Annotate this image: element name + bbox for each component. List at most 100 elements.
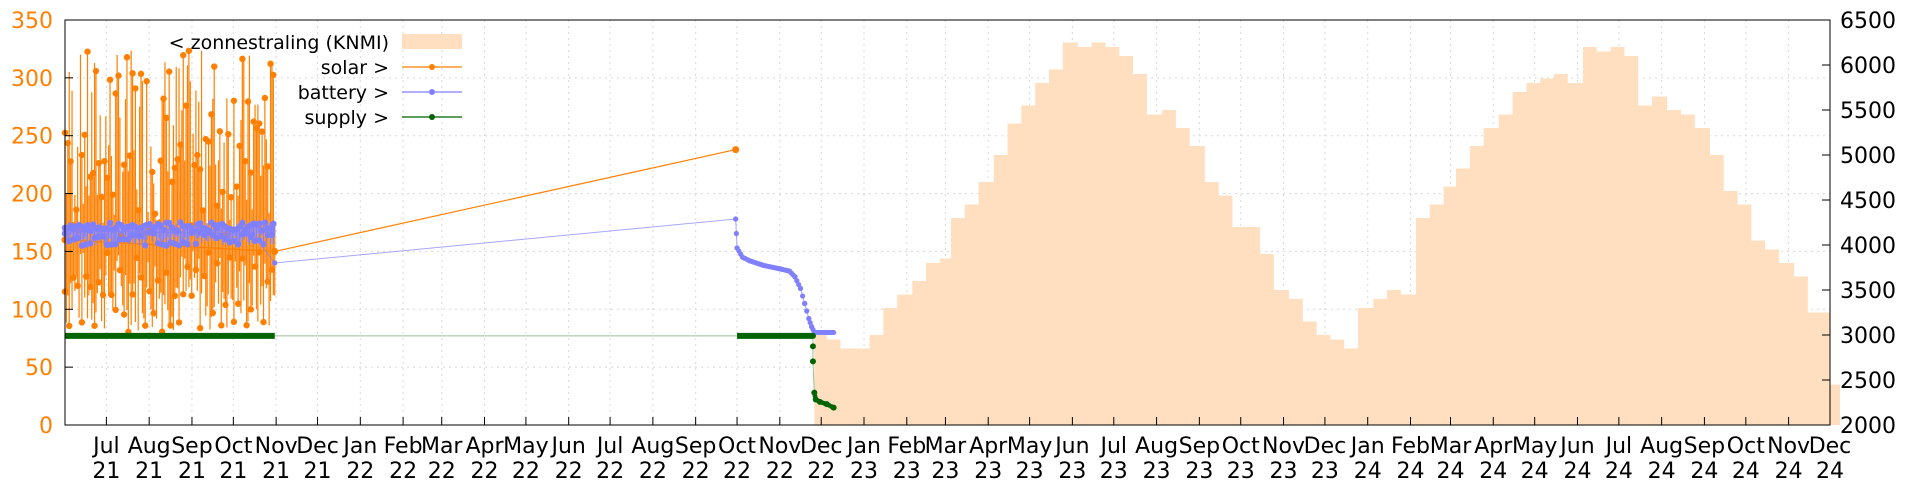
x-tick-label: Apr (465, 434, 504, 459)
solar-point (84, 48, 91, 55)
supply-point (828, 404, 834, 409)
solar-point (64, 139, 72, 147)
x-tick-label-year: 23 (1227, 459, 1255, 480)
solar-point (260, 318, 267, 326)
battery-point (272, 260, 278, 266)
solar-point (95, 278, 102, 286)
solar-point (115, 72, 122, 79)
y-axis-left: 0 50 100 150 200 250 300 350 (11, 9, 73, 439)
solar-point (243, 322, 250, 329)
solar-point (216, 128, 224, 135)
solar-point (258, 128, 266, 135)
x-tick-label: Feb (384, 434, 423, 459)
solar-point (109, 191, 117, 198)
solar-line (64, 149, 736, 253)
battery-point (84, 221, 91, 229)
x-tick-label: Nov (255, 434, 298, 459)
solar-point (247, 169, 255, 176)
solar-point (151, 210, 159, 217)
x-tick-label-year: 22 (639, 459, 667, 480)
x-tick-label: Jul (91, 434, 120, 459)
x-tick-label-year: 22 (389, 459, 417, 480)
solar-point (230, 97, 238, 104)
solar-point (233, 183, 240, 190)
x-tick-label-year: 24 (1396, 459, 1424, 480)
solar-point (78, 151, 86, 159)
x-tick-label-year: 22 (766, 459, 794, 480)
x-axis: Jul21Aug21Sep21Oct21Nov21Dec21Jan22Feb22… (91, 417, 1851, 480)
x-tick-label-year: 24 (1690, 459, 1718, 480)
x-tick-label: Mar (1430, 434, 1472, 459)
x-tick-label: Dec (1304, 434, 1347, 459)
legend-swatch-point (429, 89, 435, 95)
x-tick-label: Mar (925, 434, 967, 459)
zonnestraling-area (814, 42, 1840, 425)
y-right-tick-label: 4500 (1840, 189, 1896, 214)
battery-point (800, 293, 806, 299)
x-tick-label: Mar (421, 434, 463, 459)
x-tick-label: Aug (128, 434, 171, 459)
x-tick-label-year: 22 (682, 459, 710, 480)
solar-point (167, 322, 174, 329)
x-tick-label: Sep (171, 434, 212, 459)
y-right-tick-label: 4000 (1840, 234, 1896, 259)
y-left-tick-label: 0 (39, 414, 53, 439)
x-tick-label-year: 23 (1311, 459, 1339, 480)
x-tick-label: Aug (1640, 434, 1683, 459)
battery-point (142, 242, 149, 249)
x-tick-label-year: 23 (1185, 459, 1213, 480)
battery-point (777, 266, 783, 272)
solar-point (241, 157, 249, 165)
solar-point (143, 78, 150, 85)
x-tick-label: Feb (1391, 434, 1430, 459)
solar-point (225, 131, 232, 138)
x-tick-label-year: 21 (219, 459, 247, 480)
x-tick-label-year: 21 (135, 459, 163, 480)
solar-point (196, 324, 204, 332)
y-left-tick-label: 200 (11, 183, 53, 208)
legend-swatch-area (402, 34, 462, 49)
x-tick-label: Dec (1809, 434, 1852, 459)
battery-point (250, 231, 256, 237)
x-tick-label-year: 21 (178, 459, 206, 480)
y-right-tick-label: 5500 (1840, 99, 1896, 124)
solar-point (123, 54, 131, 61)
battery-point (831, 329, 837, 336)
x-tick-label-year: 24 (1521, 459, 1549, 480)
x-tick-label: Jul (1099, 434, 1128, 459)
y-right-tick-label: 6000 (1840, 54, 1896, 79)
x-tick-label-year: 22 (807, 459, 835, 480)
solar-point (264, 163, 271, 170)
solar-point (222, 301, 229, 309)
battery-point (739, 254, 746, 260)
x-tick-label-year: 23 (1058, 459, 1086, 480)
x-tick-label-year: 23 (850, 459, 878, 480)
solar-band (61, 47, 277, 336)
battery-point (196, 220, 204, 227)
legend-label: < zonnestraling (KNMI) (169, 32, 389, 54)
solar-point (66, 322, 73, 330)
solar-point (218, 322, 225, 329)
battery-point (106, 219, 114, 227)
solar-point (98, 193, 105, 201)
battery-point (184, 241, 191, 248)
x-tick-label: Nov (1262, 434, 1305, 459)
x-tick-label-year: 24 (1563, 459, 1591, 480)
x-tick-label-year: 23 (893, 459, 921, 480)
solar-point (91, 322, 98, 329)
x-tick-label: Oct (1727, 434, 1765, 459)
battery-point (807, 319, 813, 326)
solar-point (230, 318, 238, 326)
x-tick-label: May (1512, 434, 1557, 459)
y-right-tick-label: 2500 (1840, 369, 1896, 394)
solar-point (732, 146, 740, 154)
x-tick-label: Dec (296, 434, 339, 459)
x-tick-label-year: 23 (1016, 459, 1044, 480)
legend-label: supply > (304, 107, 389, 129)
battery-point (746, 258, 753, 264)
y-right-tick-label: 5000 (1840, 144, 1896, 169)
battery-point (804, 308, 810, 314)
solar-point (180, 52, 187, 59)
legend-swatch-point (429, 114, 435, 120)
legend-swatch-point (429, 64, 435, 70)
